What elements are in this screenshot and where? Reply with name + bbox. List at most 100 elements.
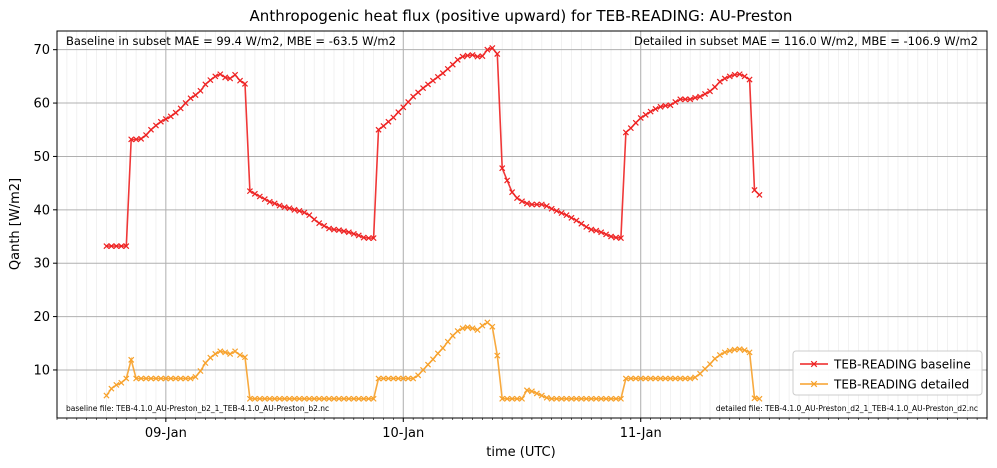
data-point (657, 103, 664, 110)
data-point (162, 116, 169, 123)
data-point (281, 204, 288, 211)
data-point (667, 375, 674, 382)
data-point (612, 234, 620, 241)
data-point (326, 395, 333, 402)
data-point (370, 235, 377, 242)
data-point (439, 345, 446, 352)
data-point (751, 187, 758, 194)
y-tick-label: 10 (33, 363, 50, 378)
data-point (533, 390, 540, 397)
data-point (355, 232, 362, 239)
data-point (677, 375, 684, 382)
data-point (652, 105, 659, 112)
data-point (489, 323, 496, 330)
data-point (434, 350, 441, 357)
data-point (518, 395, 526, 402)
data-point (553, 207, 560, 214)
data-point (489, 45, 496, 52)
data-point (395, 109, 402, 116)
data-point (276, 202, 283, 209)
data-point (316, 395, 323, 402)
data-point (528, 388, 535, 395)
data-point (697, 370, 704, 377)
data-point (449, 61, 456, 68)
data-point (202, 81, 209, 88)
data-point (365, 235, 372, 242)
data-point (657, 375, 664, 382)
data-point (217, 348, 224, 355)
legend-label: TEB-READING detailed (833, 378, 969, 392)
data-point (138, 135, 145, 142)
data-point (345, 395, 352, 402)
data-point (133, 136, 140, 143)
data-point (746, 349, 753, 356)
data-point (251, 395, 258, 402)
data-point (266, 198, 273, 205)
data-point (424, 361, 432, 368)
data-point (751, 395, 758, 402)
data-point (459, 325, 466, 332)
data-point (573, 395, 580, 402)
data-point (672, 98, 679, 106)
data-point (528, 201, 535, 208)
data-point (400, 375, 407, 382)
data-point (301, 395, 308, 402)
data-point (464, 52, 471, 59)
data-point (479, 53, 486, 60)
data-point (494, 352, 501, 359)
data-point (593, 395, 600, 402)
data-point (583, 223, 590, 230)
data-point (276, 395, 283, 402)
data-point (345, 229, 352, 236)
data-point (246, 395, 253, 402)
data-point (103, 392, 110, 399)
data-point (271, 395, 278, 402)
data-point (721, 75, 728, 82)
data-point (251, 190, 258, 197)
data-point (518, 198, 526, 205)
data-point (741, 347, 748, 354)
legend-label: TEB-READING baseline (833, 358, 971, 372)
data-point (152, 375, 159, 382)
data-point (128, 136, 135, 143)
data-point (103, 243, 110, 250)
data-point (291, 206, 298, 213)
data-point (375, 126, 382, 133)
data-point (667, 102, 674, 109)
data-point (415, 89, 422, 96)
data-point (321, 395, 328, 402)
data-point (420, 85, 427, 92)
data-point (212, 73, 219, 80)
data-point (608, 395, 615, 402)
x-tick-label: 11-Jan (620, 426, 662, 441)
data-point (672, 375, 679, 382)
data-point (237, 77, 244, 84)
data-point (474, 53, 481, 60)
legend-item: TEB-READING detailed (800, 378, 969, 392)
data-point (548, 395, 555, 402)
data-point (509, 189, 516, 196)
data-point (444, 65, 451, 72)
data-point (726, 73, 733, 80)
data-point (350, 395, 357, 402)
data-point (429, 77, 436, 84)
data-point (113, 243, 120, 250)
data-point (444, 338, 451, 345)
data-point (167, 113, 174, 120)
data-point (256, 395, 263, 402)
data-point (138, 375, 145, 382)
data-point (627, 125, 634, 132)
data-point (187, 375, 194, 382)
y-tick-label: 60 (33, 97, 50, 112)
data-point (632, 119, 639, 126)
data-point (306, 212, 313, 219)
data-point (227, 350, 234, 357)
data-point (736, 346, 743, 353)
data-point (588, 226, 595, 233)
data-point (449, 332, 456, 339)
legend-box (792, 350, 983, 396)
data-point (711, 355, 718, 362)
data-point (568, 214, 575, 221)
data-point (514, 195, 521, 202)
data-point (390, 375, 397, 382)
